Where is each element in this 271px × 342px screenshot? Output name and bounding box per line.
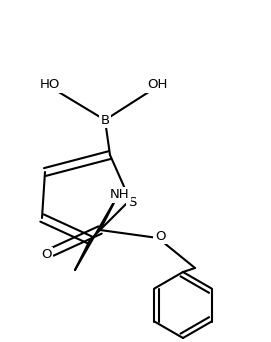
Text: NH: NH [110, 188, 130, 201]
Text: O: O [155, 229, 165, 242]
Text: O: O [41, 249, 51, 262]
Text: S: S [128, 197, 136, 210]
Text: HO: HO [40, 79, 60, 92]
Text: B: B [101, 114, 109, 127]
Text: OH: OH [147, 79, 167, 92]
